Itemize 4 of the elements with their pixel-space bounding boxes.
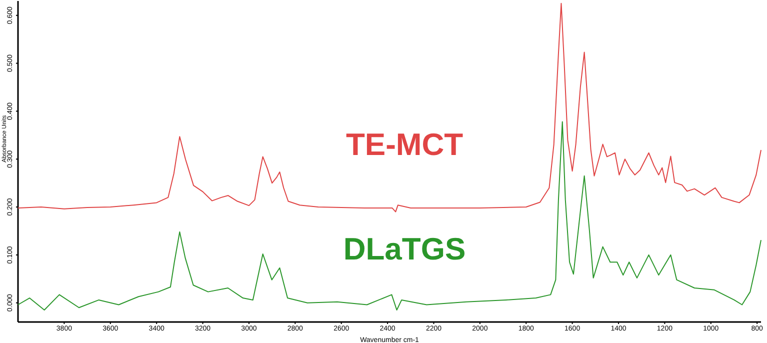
series-label: DLaTGS (343, 232, 466, 267)
series-label: TE-MCT (346, 126, 464, 162)
line-series (18, 121, 762, 311)
line-series (18, 2, 762, 212)
